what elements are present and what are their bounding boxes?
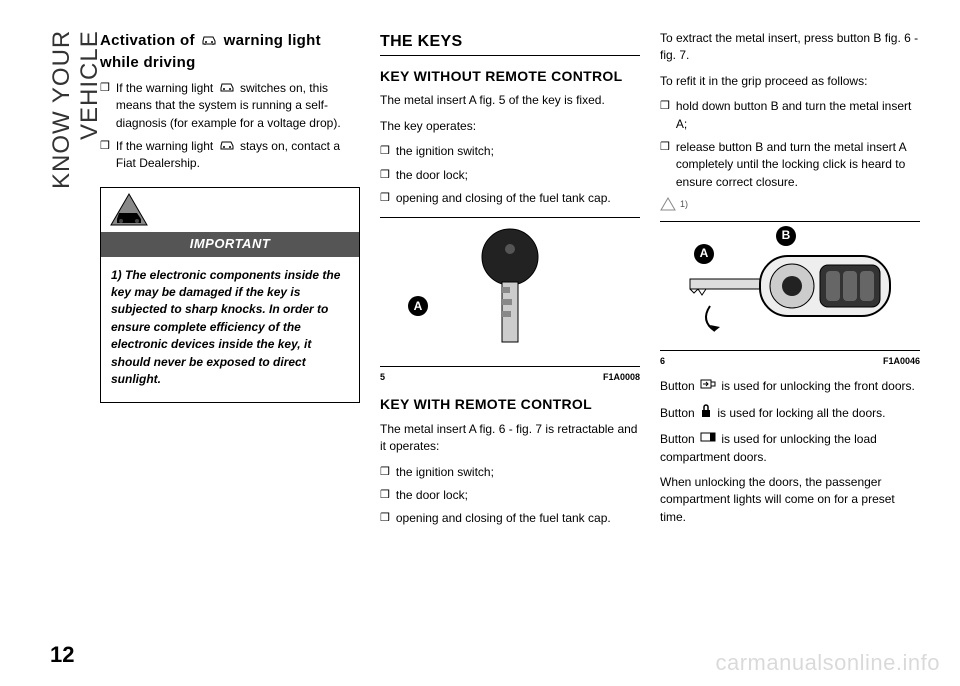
bullet-square-icon: ❒ — [100, 80, 110, 132]
warning-triangle-small-icon — [660, 197, 676, 211]
section-tab-label: KNOW YOUR VEHICLE — [48, 30, 104, 300]
label-b-badge: B — [776, 226, 796, 246]
important-bar: IMPORTANT — [101, 232, 359, 257]
col2-sub1: KEY WITHOUT REMOTE CONTROL — [380, 66, 640, 86]
manual-page: KNOW YOUR VEHICLE 12 carmanualsonline.in… — [0, 0, 960, 686]
bullet-square-icon: ❒ — [380, 143, 390, 160]
figure-number: 6 — [660, 355, 665, 368]
text-fragment: Button — [660, 406, 698, 420]
bullet-text: opening and closing of the fuel tank cap… — [396, 190, 640, 207]
paragraph: The metal insert A fig. 6 - fig. 7 is re… — [380, 421, 640, 456]
bullet-item: ❒ opening and closing of the fuel tank c… — [380, 510, 640, 527]
footnote-number: 1) — [680, 198, 688, 211]
figure-5-caption: 5 F1A0008 — [380, 371, 640, 384]
col2-sub2: KEY WITH REMOTE CONTROL — [380, 394, 640, 414]
bullet-square-icon: ❒ — [660, 98, 670, 133]
unlock-load-icon — [700, 431, 716, 448]
warning-triangle-icon — [107, 191, 151, 229]
bullet-square-icon: ❒ — [380, 167, 390, 184]
bullet-text: opening and closing of the fuel tank cap… — [396, 510, 640, 527]
bullet-square-icon: ❒ — [380, 190, 390, 207]
bullet-item: ❒ release button B and turn the metal in… — [660, 139, 920, 191]
paragraph: When unlocking the doors, the passenger … — [660, 474, 920, 526]
column-2: THE KEYS KEY WITHOUT REMOTE CONTROL The … — [380, 30, 640, 636]
bullet-item: ❒ If the warning light stays on, contact… — [100, 138, 360, 173]
page-number: 12 — [50, 642, 74, 668]
bullet-text: the door lock; — [396, 167, 640, 184]
bullet-item: ❒ the ignition switch; — [380, 143, 640, 160]
car-warning-icon — [219, 80, 235, 97]
label-a-badge: A — [408, 296, 428, 316]
label-a-badge: A — [694, 244, 714, 264]
bullet-text: release button B and turn the metal inse… — [676, 139, 920, 191]
key-remote-illustration — [680, 231, 900, 341]
paragraph: Button is used for unlocking the front d… — [660, 378, 920, 396]
bullet-square-icon: ❒ — [660, 139, 670, 191]
bullet-item: ❒ opening and closing of the fuel tank c… — [380, 190, 640, 207]
figure-6-caption: 6 F1A0046 — [660, 355, 920, 368]
bullet-square-icon: ❒ — [380, 464, 390, 481]
bullet-text: the ignition switch; — [396, 143, 640, 160]
bullet-item: ❒ the ignition switch; — [380, 464, 640, 481]
paragraph: Button is used for locking all the doors… — [660, 404, 920, 423]
bullet-text: the ignition switch; — [396, 464, 640, 481]
bullet-item: ❒ the door lock; — [380, 167, 640, 184]
figure-number: 5 — [380, 371, 385, 384]
watermark: carmanualsonline.info — [715, 650, 940, 676]
content-columns: Activation of warning light while drivin… — [100, 30, 920, 636]
bullet-item: ❒ the door lock; — [380, 487, 640, 504]
bullet-item: ❒ hold down button B and turn the metal … — [660, 98, 920, 133]
bullet-square-icon: ❒ — [380, 487, 390, 504]
paragraph: To refit it in the grip proceed as follo… — [660, 73, 920, 90]
bullet-text: If the warning light switches on, this m… — [116, 80, 360, 132]
bullet-item: ❒ If the warning light switches on, this… — [100, 80, 360, 132]
bullet-text: hold down button B and turn the metal in… — [676, 98, 920, 133]
car-warning-icon — [219, 138, 235, 155]
key-fixed-illustration — [450, 227, 570, 357]
col2-title: THE KEYS — [380, 30, 640, 56]
text-fragment: Button — [660, 379, 698, 393]
bullet-text: the door lock; — [396, 487, 640, 504]
important-body-text: 1) The electronic components inside the … — [101, 257, 359, 403]
lock-icon — [700, 404, 712, 423]
bullet-text: If the warning light stays on, contact a… — [116, 138, 360, 173]
car-warning-icon — [201, 30, 217, 52]
bullet-square-icon: ❒ — [380, 510, 390, 527]
text-fragment: is used for unlocking the front doors. — [721, 379, 914, 393]
important-icon-row — [101, 188, 359, 232]
paragraph: The metal insert A fig. 5 of the key is … — [380, 92, 640, 109]
text-fragment: is used for locking all the doors. — [717, 406, 885, 420]
paragraph: Button is used for unlocking the load co… — [660, 431, 920, 466]
column-3: To extract the metal insert, press butto… — [660, 30, 920, 636]
figure-6: A B — [660, 221, 920, 351]
unlock-front-icon — [700, 378, 716, 395]
text-fragment: Button — [660, 432, 698, 446]
bullet-square-icon: ❒ — [100, 138, 110, 173]
column-1: Activation of warning light while drivin… — [100, 30, 360, 636]
figure-code: F1A0046 — [883, 355, 920, 368]
figure-code: F1A0008 — [603, 371, 640, 384]
paragraph: To extract the metal insert, press butto… — [660, 30, 920, 65]
paragraph: The key operates: — [380, 118, 640, 135]
footnote-marker: 1) — [660, 197, 920, 211]
figure-5: A — [380, 217, 640, 367]
important-callout: IMPORTANT 1) The electronic components i… — [100, 187, 360, 404]
col1-heading: Activation of warning light while drivin… — [100, 30, 360, 74]
